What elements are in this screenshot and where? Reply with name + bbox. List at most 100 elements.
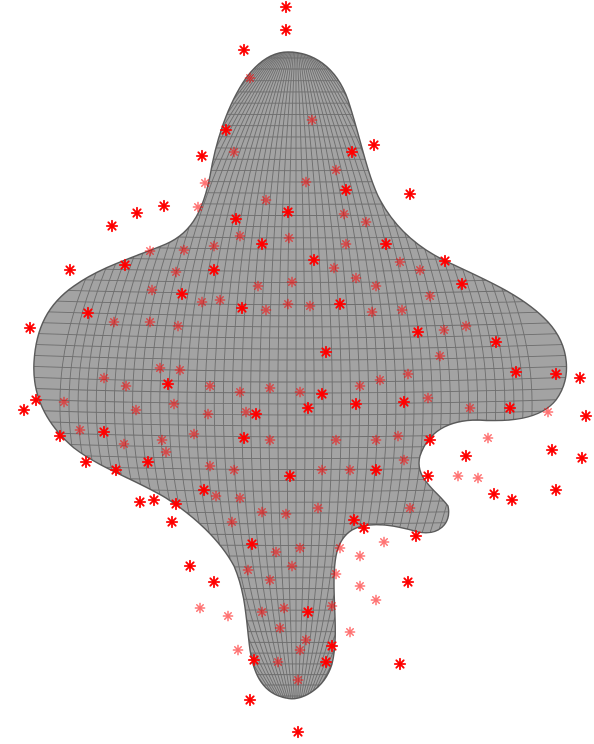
mesh-meridian	[301, 52, 342, 699]
point-marker	[105, 219, 119, 233]
point-marker	[272, 656, 284, 668]
point-marker	[232, 644, 244, 656]
point-marker	[237, 43, 251, 57]
point-marker	[393, 657, 407, 671]
point-marker	[487, 487, 501, 501]
point-marker	[334, 542, 346, 554]
point-marker	[338, 208, 350, 220]
point-markers	[17, 0, 593, 739]
point-marker	[545, 443, 559, 457]
point-marker	[315, 387, 329, 401]
point-marker	[464, 402, 476, 414]
deformed-sphere-surface	[33, 52, 567, 699]
mesh-meridian	[300, 52, 333, 699]
point-marker	[195, 149, 209, 163]
point-marker	[344, 464, 356, 476]
point-marker	[292, 674, 304, 686]
point-marker	[360, 216, 372, 228]
point-marker	[300, 634, 312, 646]
point-marker	[434, 350, 446, 362]
point-marker	[244, 72, 256, 84]
point-marker	[169, 497, 183, 511]
point-marker	[120, 380, 132, 392]
point-marker	[392, 430, 404, 442]
point-marker	[279, 0, 293, 14]
point-marker	[235, 301, 249, 315]
point-marker	[294, 386, 306, 398]
point-marker	[411, 325, 425, 339]
point-marker	[214, 294, 226, 306]
point-marker	[402, 368, 414, 380]
point-marker	[354, 550, 366, 562]
point-marker	[326, 600, 338, 612]
point-marker	[460, 320, 472, 332]
point-marker	[579, 409, 593, 423]
point-marker	[333, 297, 347, 311]
point-marker	[347, 513, 361, 527]
point-marker	[226, 516, 238, 528]
mesh-meridian	[286, 52, 296, 699]
point-marker	[23, 321, 37, 335]
point-marker	[330, 434, 342, 446]
point-marker	[345, 145, 359, 159]
point-marker	[340, 238, 352, 250]
mesh-parallel	[33, 365, 567, 372]
mesh-meridian	[302, 52, 351, 699]
point-marker	[210, 490, 222, 502]
point-marker	[350, 272, 362, 284]
point-marker	[234, 386, 246, 398]
point-marker	[133, 495, 147, 509]
point-marker	[301, 401, 315, 415]
point-marker	[505, 493, 519, 507]
point-marker	[404, 502, 416, 514]
mesh-parallel	[33, 343, 567, 350]
point-marker	[109, 463, 123, 477]
point-marker	[424, 290, 436, 302]
point-marker	[307, 253, 321, 267]
point-marker	[312, 502, 324, 514]
point-marker	[141, 455, 155, 469]
point-marker	[17, 403, 31, 417]
point-marker	[156, 434, 168, 446]
point-marker	[97, 425, 111, 439]
point-marker	[222, 610, 234, 622]
point-marker	[301, 605, 315, 619]
point-marker	[403, 187, 417, 201]
point-marker	[378, 536, 390, 548]
point-marker	[316, 464, 328, 476]
point-marker	[281, 205, 295, 219]
point-marker	[208, 240, 220, 252]
point-marker	[240, 406, 252, 418]
point-marker	[118, 438, 130, 450]
point-marker	[280, 508, 292, 520]
point-marker	[472, 472, 484, 484]
point-marker	[252, 280, 264, 292]
surface-outline	[33, 51, 568, 700]
point-marker	[242, 564, 254, 576]
point-marker	[319, 345, 333, 359]
point-marker	[234, 230, 246, 242]
point-marker	[286, 276, 298, 288]
point-marker	[325, 639, 339, 653]
point-marker	[422, 392, 434, 404]
mesh-parallel	[33, 409, 567, 416]
mesh-meridian	[259, 52, 292, 699]
point-marker	[245, 537, 259, 551]
mesh-meridian	[296, 52, 306, 699]
point-marker	[282, 298, 294, 310]
point-marker	[398, 454, 410, 466]
point-marker	[455, 277, 469, 291]
point-marker	[278, 602, 290, 614]
point-marker	[354, 380, 366, 392]
point-marker	[330, 164, 342, 176]
mesh-parallel	[33, 321, 567, 328]
point-marker	[174, 364, 186, 376]
point-marker	[256, 506, 268, 518]
point-marker	[74, 424, 86, 436]
point-marker	[160, 446, 172, 458]
point-marker	[369, 463, 383, 477]
mesh-parallel	[33, 288, 567, 295]
point-marker	[29, 393, 43, 407]
point-marker	[542, 406, 554, 418]
